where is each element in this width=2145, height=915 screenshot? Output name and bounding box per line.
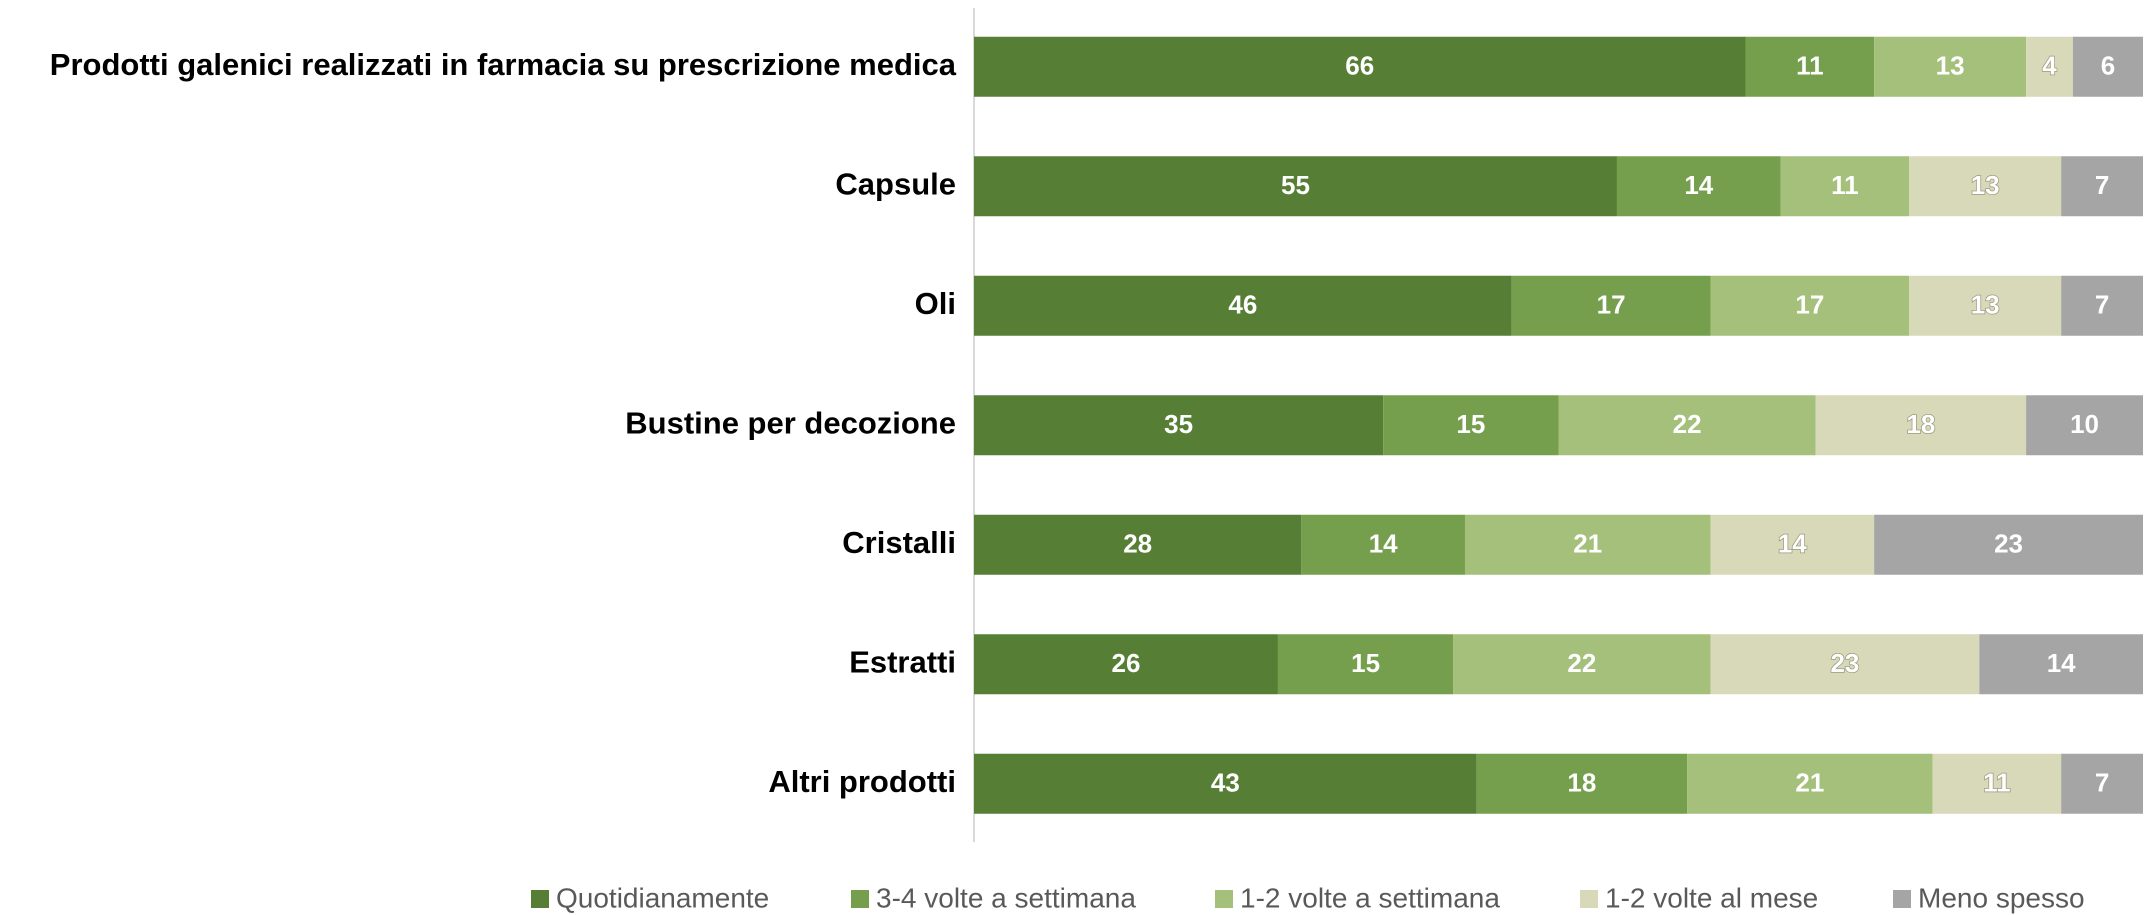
data-label: 11 <box>1983 768 2011 798</box>
data-label: 13 <box>1971 290 2000 320</box>
legend-swatch <box>851 890 869 908</box>
bar-segment <box>1979 634 2143 695</box>
data-label: 15 <box>1351 648 1380 678</box>
bar-segment <box>974 395 1384 456</box>
category-label: Cristalli <box>842 525 956 560</box>
data-label: 4 <box>2042 51 2057 81</box>
bar-segment <box>2061 753 2143 814</box>
bar-segment <box>1476 753 1688 814</box>
bar-segment <box>974 156 1617 217</box>
data-label: 22 <box>1673 409 1702 439</box>
bar-segment <box>1558 395 1816 456</box>
bar-segment <box>1932 753 2062 814</box>
data-label: 7 <box>2095 290 2109 320</box>
data-label: 7 <box>2095 170 2109 200</box>
bar-segment <box>1511 275 1711 336</box>
data-label: 46 <box>1228 290 1257 320</box>
category-label: Oli <box>915 286 956 321</box>
data-label: 10 <box>2070 409 2099 439</box>
data-label: 22 <box>1567 648 1596 678</box>
bar-segment <box>1710 634 1980 695</box>
bar-segment <box>2026 395 2143 456</box>
data-label: 28 <box>1123 529 1152 559</box>
data-label: 6 <box>2101 51 2115 81</box>
legend-label: 1-2 volte al mese <box>1605 882 1818 913</box>
category-label: Estratti <box>849 644 956 679</box>
bar-segment <box>1909 275 2062 336</box>
bar-segment <box>974 514 1302 575</box>
data-label: 18 <box>1567 768 1596 798</box>
category-label: Capsule <box>835 166 956 201</box>
bar-segment <box>1453 634 1711 695</box>
bar-segment <box>1909 156 2062 217</box>
legend-label: 3-4 volte a settimana <box>876 882 1136 913</box>
legend-label: Meno spesso <box>1918 882 2085 913</box>
bar-segment <box>1710 514 1875 575</box>
data-label: 17 <box>1795 290 1824 320</box>
legend-swatch <box>1893 890 1911 908</box>
data-label: 15 <box>1456 409 1485 439</box>
bar-segment <box>2061 275 2143 336</box>
data-label: 13 <box>1971 170 2000 200</box>
bar-segment <box>1616 156 1781 217</box>
data-label: 14 <box>1369 529 1398 559</box>
data-label: 14 <box>2047 648 2076 678</box>
bar-segment <box>1745 36 1875 97</box>
data-label: 55 <box>1281 170 1310 200</box>
data-label: 7 <box>2095 768 2109 798</box>
bar-segment <box>1383 395 1559 456</box>
bar-segment <box>1464 514 1711 575</box>
bar-segment <box>2061 156 2143 217</box>
bar-segment <box>2026 36 2073 97</box>
legend-label: 1-2 volte a settimana <box>1240 882 1500 913</box>
bar-segment <box>1687 753 1933 814</box>
legend-label: Quotidianamente <box>556 882 769 913</box>
data-label: 21 <box>1795 768 1824 798</box>
category-label: Prodotti galenici realizzati in farmacia… <box>50 47 957 82</box>
data-label: 18 <box>1906 409 1935 439</box>
data-label: 13 <box>1936 51 1965 81</box>
data-label: 21 <box>1573 529 1602 559</box>
bar-segment <box>1780 156 1910 217</box>
category-label: Altri prodotti <box>768 764 956 799</box>
bar-segment <box>974 634 1278 695</box>
data-label: 23 <box>1994 529 2023 559</box>
bar-segment <box>974 275 1512 336</box>
bar-segment <box>1815 395 2027 456</box>
bar-segment <box>974 753 1477 814</box>
data-label: 14 <box>1684 170 1713 200</box>
data-label: 26 <box>1112 648 1141 678</box>
data-label: 11 <box>1831 170 1859 200</box>
category-label: Bustine per decozione <box>625 405 956 440</box>
legend-swatch <box>531 890 549 908</box>
bar-segment <box>1710 275 1910 336</box>
data-label: 14 <box>1778 529 1807 559</box>
data-label: 23 <box>1830 648 1859 678</box>
data-label: 11 <box>1796 51 1824 81</box>
bar-segment <box>1301 514 1465 575</box>
bar-segment <box>1874 514 2143 575</box>
legend-swatch <box>1215 890 1233 908</box>
bar-segment <box>1874 36 2027 97</box>
bar-segment <box>1277 634 1454 695</box>
data-label: 17 <box>1597 290 1626 320</box>
bar-segment <box>2072 36 2143 97</box>
data-label: 43 <box>1211 768 1240 798</box>
bar-segment <box>974 36 1746 97</box>
data-label: 66 <box>1345 51 1374 81</box>
legend-swatch <box>1580 890 1598 908</box>
data-label: 35 <box>1164 409 1193 439</box>
